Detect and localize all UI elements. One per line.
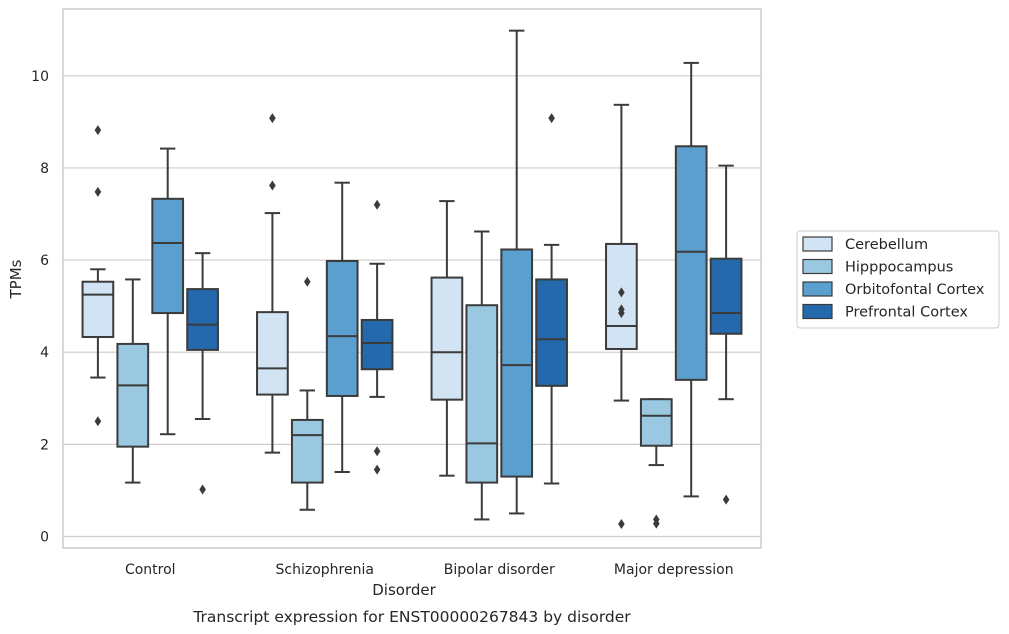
x-axis-label: Disorder xyxy=(372,581,436,599)
outlier-point xyxy=(653,518,660,529)
legend-swatch xyxy=(802,281,833,297)
box xyxy=(256,311,289,396)
outlier-point xyxy=(373,199,381,210)
outlier-point xyxy=(618,308,625,319)
y-axis-label: TPMs xyxy=(7,259,25,299)
legend-swatch xyxy=(802,258,833,275)
box xyxy=(465,304,499,484)
box-group xyxy=(605,103,638,530)
box-group xyxy=(639,398,673,529)
box-group xyxy=(290,276,324,511)
box xyxy=(290,418,324,484)
box-group xyxy=(430,200,464,477)
outlier-point xyxy=(373,446,381,457)
box xyxy=(674,145,708,381)
legend-swatch xyxy=(802,303,833,320)
outlier-point xyxy=(304,276,311,287)
box-series xyxy=(81,29,743,530)
box xyxy=(605,242,638,350)
box-group xyxy=(151,147,185,436)
legend-swatch xyxy=(802,236,833,252)
outlier-point xyxy=(94,416,102,427)
box xyxy=(360,318,394,371)
figure-caption: Transcript expression for ENST0000026784… xyxy=(192,608,631,626)
y-tick-label: 4 xyxy=(40,345,49,361)
box-group xyxy=(709,164,743,505)
y-tick-label: 2 xyxy=(40,437,49,453)
box-group xyxy=(360,199,394,475)
grid-lines xyxy=(63,75,761,538)
y-tick-label: 10 xyxy=(31,69,49,85)
x-tick-labels: Control Schizophrenia Bipolar disorder Majo… xyxy=(125,562,734,578)
box-group xyxy=(465,230,499,521)
box-group xyxy=(674,61,708,498)
box-group xyxy=(500,29,534,515)
x-tick-label: Bipolar disorder xyxy=(444,562,555,578)
box xyxy=(535,278,568,387)
outlier-point xyxy=(722,494,730,505)
box-group xyxy=(535,113,568,485)
legend-label: Cerebellum xyxy=(845,237,928,253)
y-tick-labels: 0 2 4 6 8 10 xyxy=(31,69,49,546)
plot-frame xyxy=(62,8,762,549)
box xyxy=(116,342,150,448)
x-tick-label: Major depression xyxy=(614,562,734,578)
box-group xyxy=(186,252,219,495)
box-group xyxy=(116,278,150,484)
y-tick-label: 8 xyxy=(40,161,49,177)
box xyxy=(325,259,359,397)
box-group xyxy=(325,181,359,473)
outlier-point xyxy=(94,125,102,136)
outlier-point xyxy=(373,464,381,475)
legend-label: Hipppocampus xyxy=(845,260,953,276)
x-tick-label: Schizophrenia xyxy=(276,562,374,578)
legend-label: Orbitofontal Cortex xyxy=(845,282,985,298)
box-group xyxy=(81,125,115,427)
outlier-point xyxy=(199,484,206,495)
outlier-point xyxy=(269,113,276,124)
y-tick-label: 6 xyxy=(40,253,49,269)
y-tick-label: 0 xyxy=(40,529,49,545)
legend-label: Prefrontal Cortex xyxy=(845,305,968,321)
box-group xyxy=(256,113,289,454)
outlier-point xyxy=(618,519,625,530)
x-tick-label: Control xyxy=(125,562,176,578)
box xyxy=(639,398,673,447)
outlier-point xyxy=(269,180,276,191)
legend: Cerebellum Hipppocampus Orbitofontal Corte… xyxy=(796,230,1000,329)
box xyxy=(430,276,464,401)
box xyxy=(151,197,185,315)
legend-frame xyxy=(796,230,1000,329)
outlier-point xyxy=(618,287,625,298)
outlier-point xyxy=(94,186,102,197)
box xyxy=(186,288,219,351)
box xyxy=(709,257,743,335)
box xyxy=(500,248,534,478)
box xyxy=(81,280,115,339)
outlier-point xyxy=(548,113,555,124)
